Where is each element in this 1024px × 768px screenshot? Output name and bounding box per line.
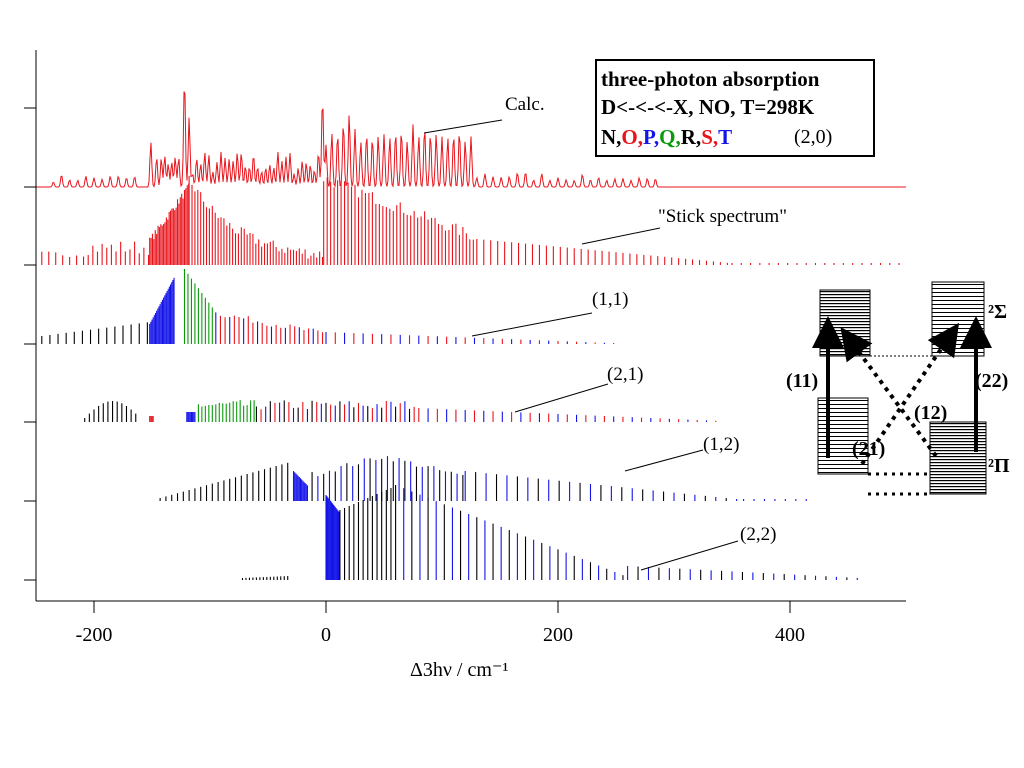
legend-title: three-photon absorption bbox=[601, 67, 820, 91]
plot-area bbox=[36, 91, 906, 580]
band-22-label: (2,2) bbox=[740, 524, 776, 545]
legend-branch-P: P, bbox=[643, 125, 659, 149]
stick-leader-line bbox=[581, 227, 661, 245]
legend-branch-S: S, bbox=[701, 125, 718, 149]
band22-leader-line bbox=[640, 540, 739, 571]
band21-leader-line bbox=[514, 383, 609, 413]
legend-transition: D<-<-<-X, NO bbox=[601, 95, 730, 119]
band12-leader-line bbox=[624, 449, 704, 472]
legend-branches: N,O,P,Q,R,S,T bbox=[601, 125, 732, 149]
legend-branch-O: O, bbox=[621, 125, 643, 149]
stick-spectrum-label: "Stick spectrum" bbox=[658, 206, 787, 227]
x-tick-label-2: 200 bbox=[543, 624, 573, 646]
legend-branch-N: N, bbox=[601, 125, 621, 149]
legend-temperature: , T=298K bbox=[730, 95, 815, 119]
legend-branch-T: T bbox=[718, 125, 732, 149]
band-11-label: (1,1) bbox=[592, 289, 628, 310]
legend-branch-Q: Q, bbox=[659, 125, 681, 149]
band-21-label: (2,1) bbox=[607, 364, 643, 385]
lower-level-left bbox=[817, 397, 869, 475]
axes: -200 0 200 400 bbox=[24, 50, 906, 646]
legend-band: (2,0) bbox=[794, 126, 832, 148]
legend-branch-R: R, bbox=[681, 125, 701, 149]
label-22: (22) bbox=[975, 370, 1008, 392]
lower-state-label: ²Π bbox=[988, 455, 1010, 477]
label-12: (12) bbox=[914, 402, 947, 424]
series-annotations: Calc. "Stick spectrum" (1,1) (2,1) (1,2)… bbox=[423, 94, 787, 571]
x-tick-label-1: 0 bbox=[321, 624, 331, 646]
x-tick-label-3: 400 bbox=[775, 624, 805, 646]
legend-line2: D<-<-<-X, NO, T=298K bbox=[601, 95, 815, 119]
x-tick-label-0: -200 bbox=[76, 624, 113, 646]
calc-leader-line bbox=[423, 119, 503, 134]
legend-frame bbox=[595, 59, 875, 157]
band-12-label: (1,2) bbox=[703, 434, 739, 455]
upper-state-label: ²Σ bbox=[988, 301, 1007, 323]
label-21: (21) bbox=[852, 438, 885, 460]
label-11: (11) bbox=[786, 370, 818, 392]
calc-label: Calc. bbox=[505, 94, 545, 115]
band11-leader-line bbox=[471, 312, 593, 337]
arrow-21 bbox=[860, 322, 960, 466]
arrow-12 bbox=[840, 327, 938, 458]
x-axis-title: Δ3hν / cm⁻¹ bbox=[410, 659, 508, 681]
legend-box: three-photon absorption D<-<-<-X, NO, T=… bbox=[595, 59, 875, 157]
energy-level-diagram: (11) (22) (12) (21) ²Σ ²Π bbox=[786, 281, 1010, 496]
series-calc-line bbox=[36, 91, 906, 189]
